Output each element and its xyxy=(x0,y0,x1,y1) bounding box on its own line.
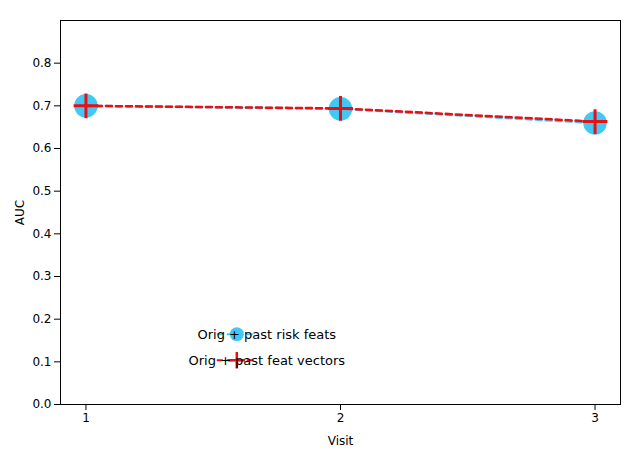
svg-text:0.6: 0.6 xyxy=(32,141,51,155)
svg-text:Visit: Visit xyxy=(328,434,354,448)
svg-text:0.1: 0.1 xyxy=(32,355,51,369)
svg-text:0.0: 0.0 xyxy=(32,397,51,411)
svg-text:1: 1 xyxy=(82,411,90,425)
svg-text:0.5: 0.5 xyxy=(32,184,51,198)
svg-text:0.4: 0.4 xyxy=(32,227,51,241)
svg-text:Orig + past feat vectors: Orig + past feat vectors xyxy=(188,353,345,368)
svg-text:0.2: 0.2 xyxy=(32,312,51,326)
svg-text:3: 3 xyxy=(591,411,599,425)
svg-text:0.3: 0.3 xyxy=(32,269,51,283)
svg-text:0.7: 0.7 xyxy=(32,99,51,113)
svg-text:0.8: 0.8 xyxy=(32,56,51,70)
svg-text:Orig + past risk feats: Orig + past risk feats xyxy=(197,327,336,342)
svg-text:AUC: AUC xyxy=(13,200,27,225)
svg-text:2: 2 xyxy=(337,411,345,425)
